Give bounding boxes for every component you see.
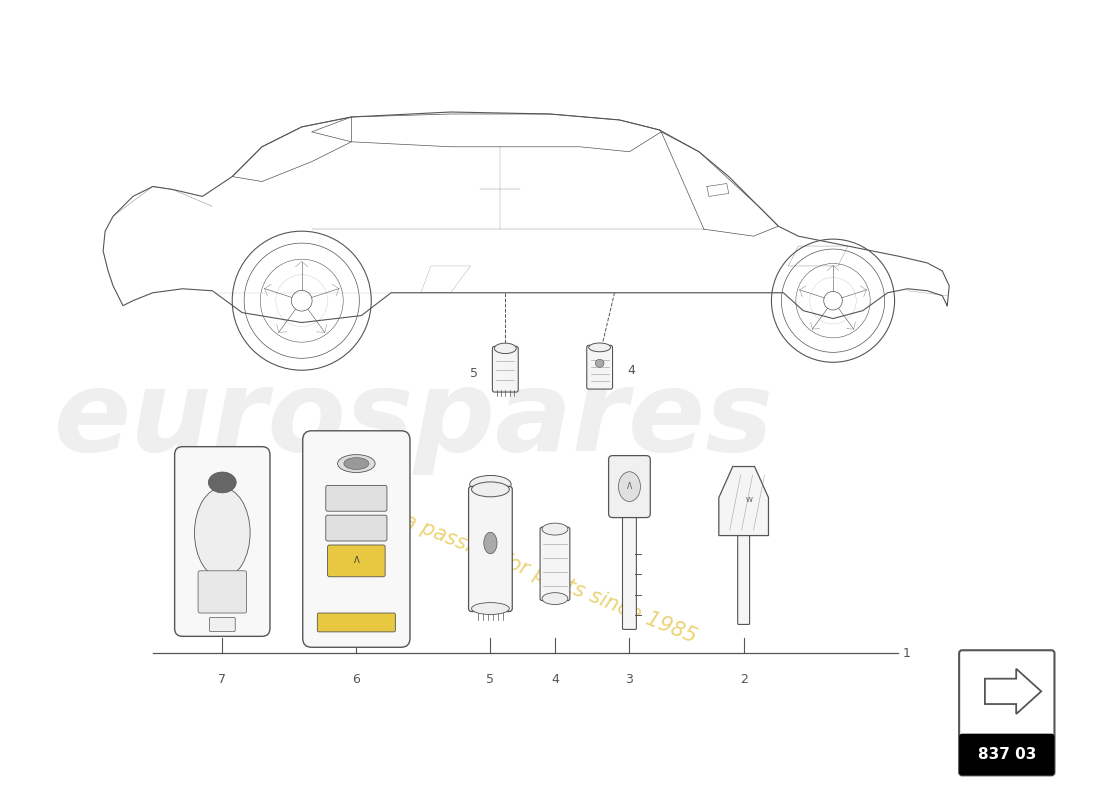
Text: 4: 4 (627, 364, 636, 377)
Ellipse shape (494, 343, 516, 354)
FancyBboxPatch shape (469, 486, 513, 611)
Ellipse shape (542, 523, 568, 535)
FancyBboxPatch shape (326, 486, 387, 511)
FancyBboxPatch shape (608, 456, 650, 518)
FancyBboxPatch shape (540, 527, 570, 601)
Ellipse shape (208, 472, 236, 493)
Ellipse shape (344, 458, 369, 470)
Text: 7: 7 (218, 673, 227, 686)
Text: 5: 5 (486, 673, 494, 686)
Ellipse shape (470, 475, 512, 494)
Polygon shape (718, 466, 769, 535)
Text: 2: 2 (739, 673, 748, 686)
Ellipse shape (484, 532, 497, 554)
Ellipse shape (195, 488, 250, 578)
Ellipse shape (588, 343, 610, 352)
FancyBboxPatch shape (175, 446, 270, 636)
FancyBboxPatch shape (959, 734, 1055, 775)
FancyBboxPatch shape (623, 513, 637, 630)
FancyBboxPatch shape (198, 571, 246, 613)
Text: 5: 5 (470, 366, 477, 380)
Text: a passion for parts since 1985: a passion for parts since 1985 (400, 510, 700, 647)
Ellipse shape (472, 602, 509, 614)
Ellipse shape (618, 472, 640, 502)
Text: Λ: Λ (627, 482, 632, 491)
FancyBboxPatch shape (493, 346, 518, 392)
Text: W: W (746, 497, 754, 502)
Text: 4: 4 (551, 673, 559, 686)
Ellipse shape (338, 454, 375, 473)
Text: 1: 1 (902, 646, 911, 660)
FancyBboxPatch shape (326, 515, 387, 541)
FancyBboxPatch shape (302, 430, 410, 647)
FancyBboxPatch shape (738, 534, 749, 625)
FancyBboxPatch shape (959, 650, 1055, 775)
FancyBboxPatch shape (317, 613, 395, 632)
Text: 6: 6 (352, 673, 361, 686)
Ellipse shape (595, 359, 604, 367)
FancyBboxPatch shape (586, 346, 613, 389)
Text: eurospares: eurospares (54, 364, 773, 475)
Text: 3: 3 (626, 673, 634, 686)
FancyBboxPatch shape (328, 545, 385, 577)
Ellipse shape (472, 482, 509, 497)
Text: 837 03: 837 03 (978, 747, 1036, 762)
Ellipse shape (542, 593, 568, 605)
FancyBboxPatch shape (209, 618, 235, 631)
Text: Λ: Λ (353, 556, 360, 566)
